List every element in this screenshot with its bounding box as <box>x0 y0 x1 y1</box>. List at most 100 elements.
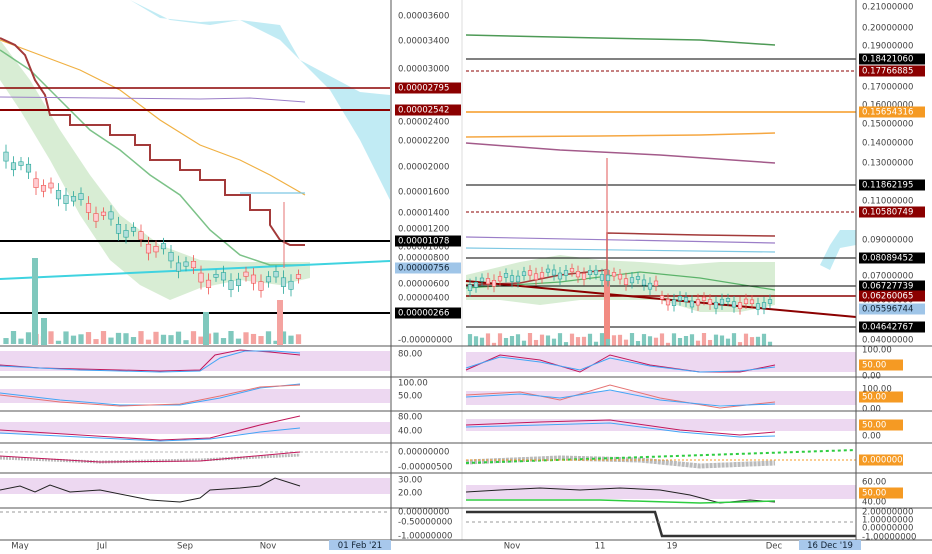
price-badge-text: 0.00002542 <box>398 106 449 116</box>
candle-body <box>243 271 249 277</box>
volume-bar <box>467 334 473 346</box>
price-badge <box>395 307 461 319</box>
volume-bar <box>713 334 719 346</box>
adx-line <box>0 477 301 503</box>
volume-bar <box>731 333 737 346</box>
candle-body <box>497 276 503 282</box>
volume-bar <box>220 338 227 344</box>
ma-green <box>0 49 305 266</box>
candle-body <box>719 298 725 305</box>
volume-bar <box>767 341 773 346</box>
volume-bar <box>265 331 272 344</box>
price-badge <box>395 262 461 274</box>
volume-bar <box>258 336 264 344</box>
candle-body <box>599 274 605 281</box>
time-label: 19 <box>667 542 678 551</box>
volume-bar <box>175 331 182 344</box>
volume-bar <box>168 335 174 344</box>
candle-body <box>533 273 539 281</box>
date-badge <box>799 540 861 550</box>
candle-body <box>701 296 707 301</box>
candle-body <box>213 273 219 278</box>
volume-bar <box>509 336 515 346</box>
price-badge-text: 0.10580749 <box>862 208 913 218</box>
date-badge-text: 01 Feb '21 <box>338 541 382 550</box>
indicator-label: 80.00 <box>398 413 422 423</box>
price-badge <box>395 82 461 94</box>
indicator-badge-text: 50.00 <box>862 361 886 371</box>
volume-bars <box>3 258 302 345</box>
rsi-line <box>0 384 301 407</box>
indicator-badge <box>859 391 903 403</box>
volume-bar <box>115 332 122 344</box>
candle-body <box>198 272 204 283</box>
candle-body <box>93 213 99 222</box>
candle-body <box>503 273 509 278</box>
candle-body <box>55 190 62 200</box>
candle-body <box>479 277 485 282</box>
price-badge-text: 0.00000266 <box>398 309 449 319</box>
ma-line <box>465 247 776 253</box>
volume-bar <box>25 332 32 344</box>
candle-body <box>78 193 84 200</box>
price-label: 0.21000000 <box>862 3 913 13</box>
ma-green <box>465 34 776 46</box>
price-badge-text: 0.06260065 <box>862 292 913 302</box>
volume-bar <box>551 338 557 346</box>
volume-bar <box>235 338 242 344</box>
candle-body <box>288 280 294 290</box>
volume-bar <box>491 342 497 346</box>
volume-bar <box>473 336 479 346</box>
price-badge <box>859 290 925 302</box>
indicator-label: 80.00 <box>398 350 422 360</box>
indicator-label: 40.00 <box>862 498 886 508</box>
price-badge <box>395 235 461 247</box>
volume-bar <box>108 337 114 344</box>
date-badge-text: 16 Dec '19 <box>807 541 853 550</box>
volume-bar <box>581 336 587 346</box>
price-label: 0.00001000 <box>398 243 449 253</box>
volume-bar <box>605 338 611 346</box>
price-label: -0.00000000 <box>398 336 452 346</box>
candle-body <box>250 274 257 284</box>
indicator-label: -0.50000000 <box>398 518 452 528</box>
candle-body <box>611 272 617 277</box>
candle-body <box>168 251 174 262</box>
price-label: 0.00000800 <box>398 254 449 264</box>
indicator-label: -1.00000000 <box>862 533 916 543</box>
candle-body <box>581 273 587 280</box>
volume-bar <box>18 338 24 344</box>
candle-body <box>467 284 473 291</box>
volume-bar <box>761 333 767 346</box>
price-badge-text: 0.17766885 <box>862 67 913 77</box>
volume-bar <box>533 339 539 346</box>
candle-body <box>545 268 551 273</box>
volume-spike <box>604 270 610 346</box>
candle-body <box>671 299 677 306</box>
indicator-label: 100.00 <box>862 385 892 395</box>
price-label: 0.00001200 <box>398 225 449 235</box>
indicator-badge <box>859 359 903 371</box>
volume-bar <box>743 333 749 346</box>
candle-body <box>491 280 497 287</box>
time-label: May <box>11 542 29 551</box>
candle-body <box>220 272 227 281</box>
candle-body <box>677 296 683 301</box>
volume-bar <box>725 338 731 346</box>
indicator-badge-text: 50.00 <box>862 489 886 499</box>
candles <box>3 144 302 298</box>
candle-body <box>228 280 234 290</box>
volume-bar <box>497 333 503 346</box>
price-label: 0.11000000 <box>862 197 913 207</box>
candle-body <box>515 275 521 283</box>
price-label: 0.04000000 <box>862 336 913 346</box>
price-badge <box>859 321 925 333</box>
volume-bar <box>183 340 189 344</box>
candle-body <box>509 275 515 282</box>
price-badge-text: 0.05596744 <box>862 305 913 315</box>
volume-bar <box>85 332 92 344</box>
indicator-label: -0.00000500 <box>398 463 452 473</box>
price-badge <box>395 104 461 116</box>
candle-body <box>623 278 629 286</box>
candle-body <box>473 282 479 288</box>
